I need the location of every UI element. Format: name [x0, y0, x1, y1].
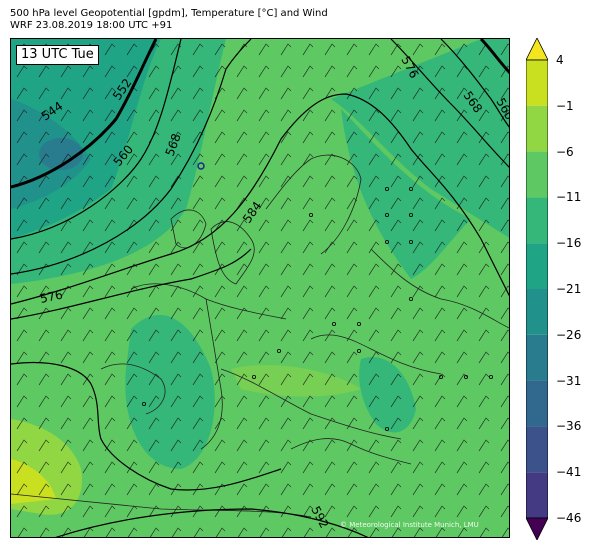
colorbar-tick-label: −11: [556, 190, 582, 205]
colorbar-extend-bottom: [526, 517, 548, 540]
colorbar-band: [526, 472, 548, 518]
colorbar-band: [526, 60, 548, 106]
colorbar-tick-label: −26: [556, 327, 582, 342]
map-title: 500 hPa level Geopotential [gpdm], Tempe…: [10, 8, 328, 32]
colorbar-tick-label: −6: [556, 144, 574, 159]
contour-label: 576: [39, 287, 64, 305]
colorbar-band: [526, 334, 548, 381]
colorbar-band: [526, 105, 548, 152]
colorbar-tick-label: −21: [556, 282, 582, 296]
colorbar-band: [526, 289, 548, 335]
colorbar-tick-label: −41: [556, 465, 582, 480]
colorbar-tick-label: −31: [556, 373, 582, 388]
forecast-time-label: 13 UTC Tue: [16, 45, 99, 65]
map-canvas: 544 552 560 568 576 584 592 576 568 560: [11, 39, 509, 537]
copyright-credit: © Meteorological Institute Munich, LMU: [340, 521, 479, 529]
title-line-1: 500 hPa level Geopotential [gpdm], Tempe…: [10, 8, 328, 19]
colorbar-tick-label: −46: [556, 511, 582, 525]
colorbar-band: [526, 426, 548, 473]
weather-map: 544 552 560 568 576 584 592 576 568 560: [10, 38, 510, 538]
colorbar-band: [526, 197, 548, 244]
colorbar-tick-label: −16: [556, 236, 582, 251]
temperature-colorbar: [526, 38, 548, 540]
colorbar-band: [526, 243, 548, 289]
colorbar-band: [526, 380, 548, 427]
colorbar-tick-label: −1: [556, 98, 574, 113]
colorbar-extend-top: [526, 38, 548, 61]
colorbar-tick-label: 4: [556, 53, 564, 67]
colorbar-tick-label: −36: [556, 419, 582, 434]
colorbar-band: [526, 151, 548, 198]
title-line-2: WRF 23.08.2019 18:00 UTC +91: [10, 20, 173, 31]
